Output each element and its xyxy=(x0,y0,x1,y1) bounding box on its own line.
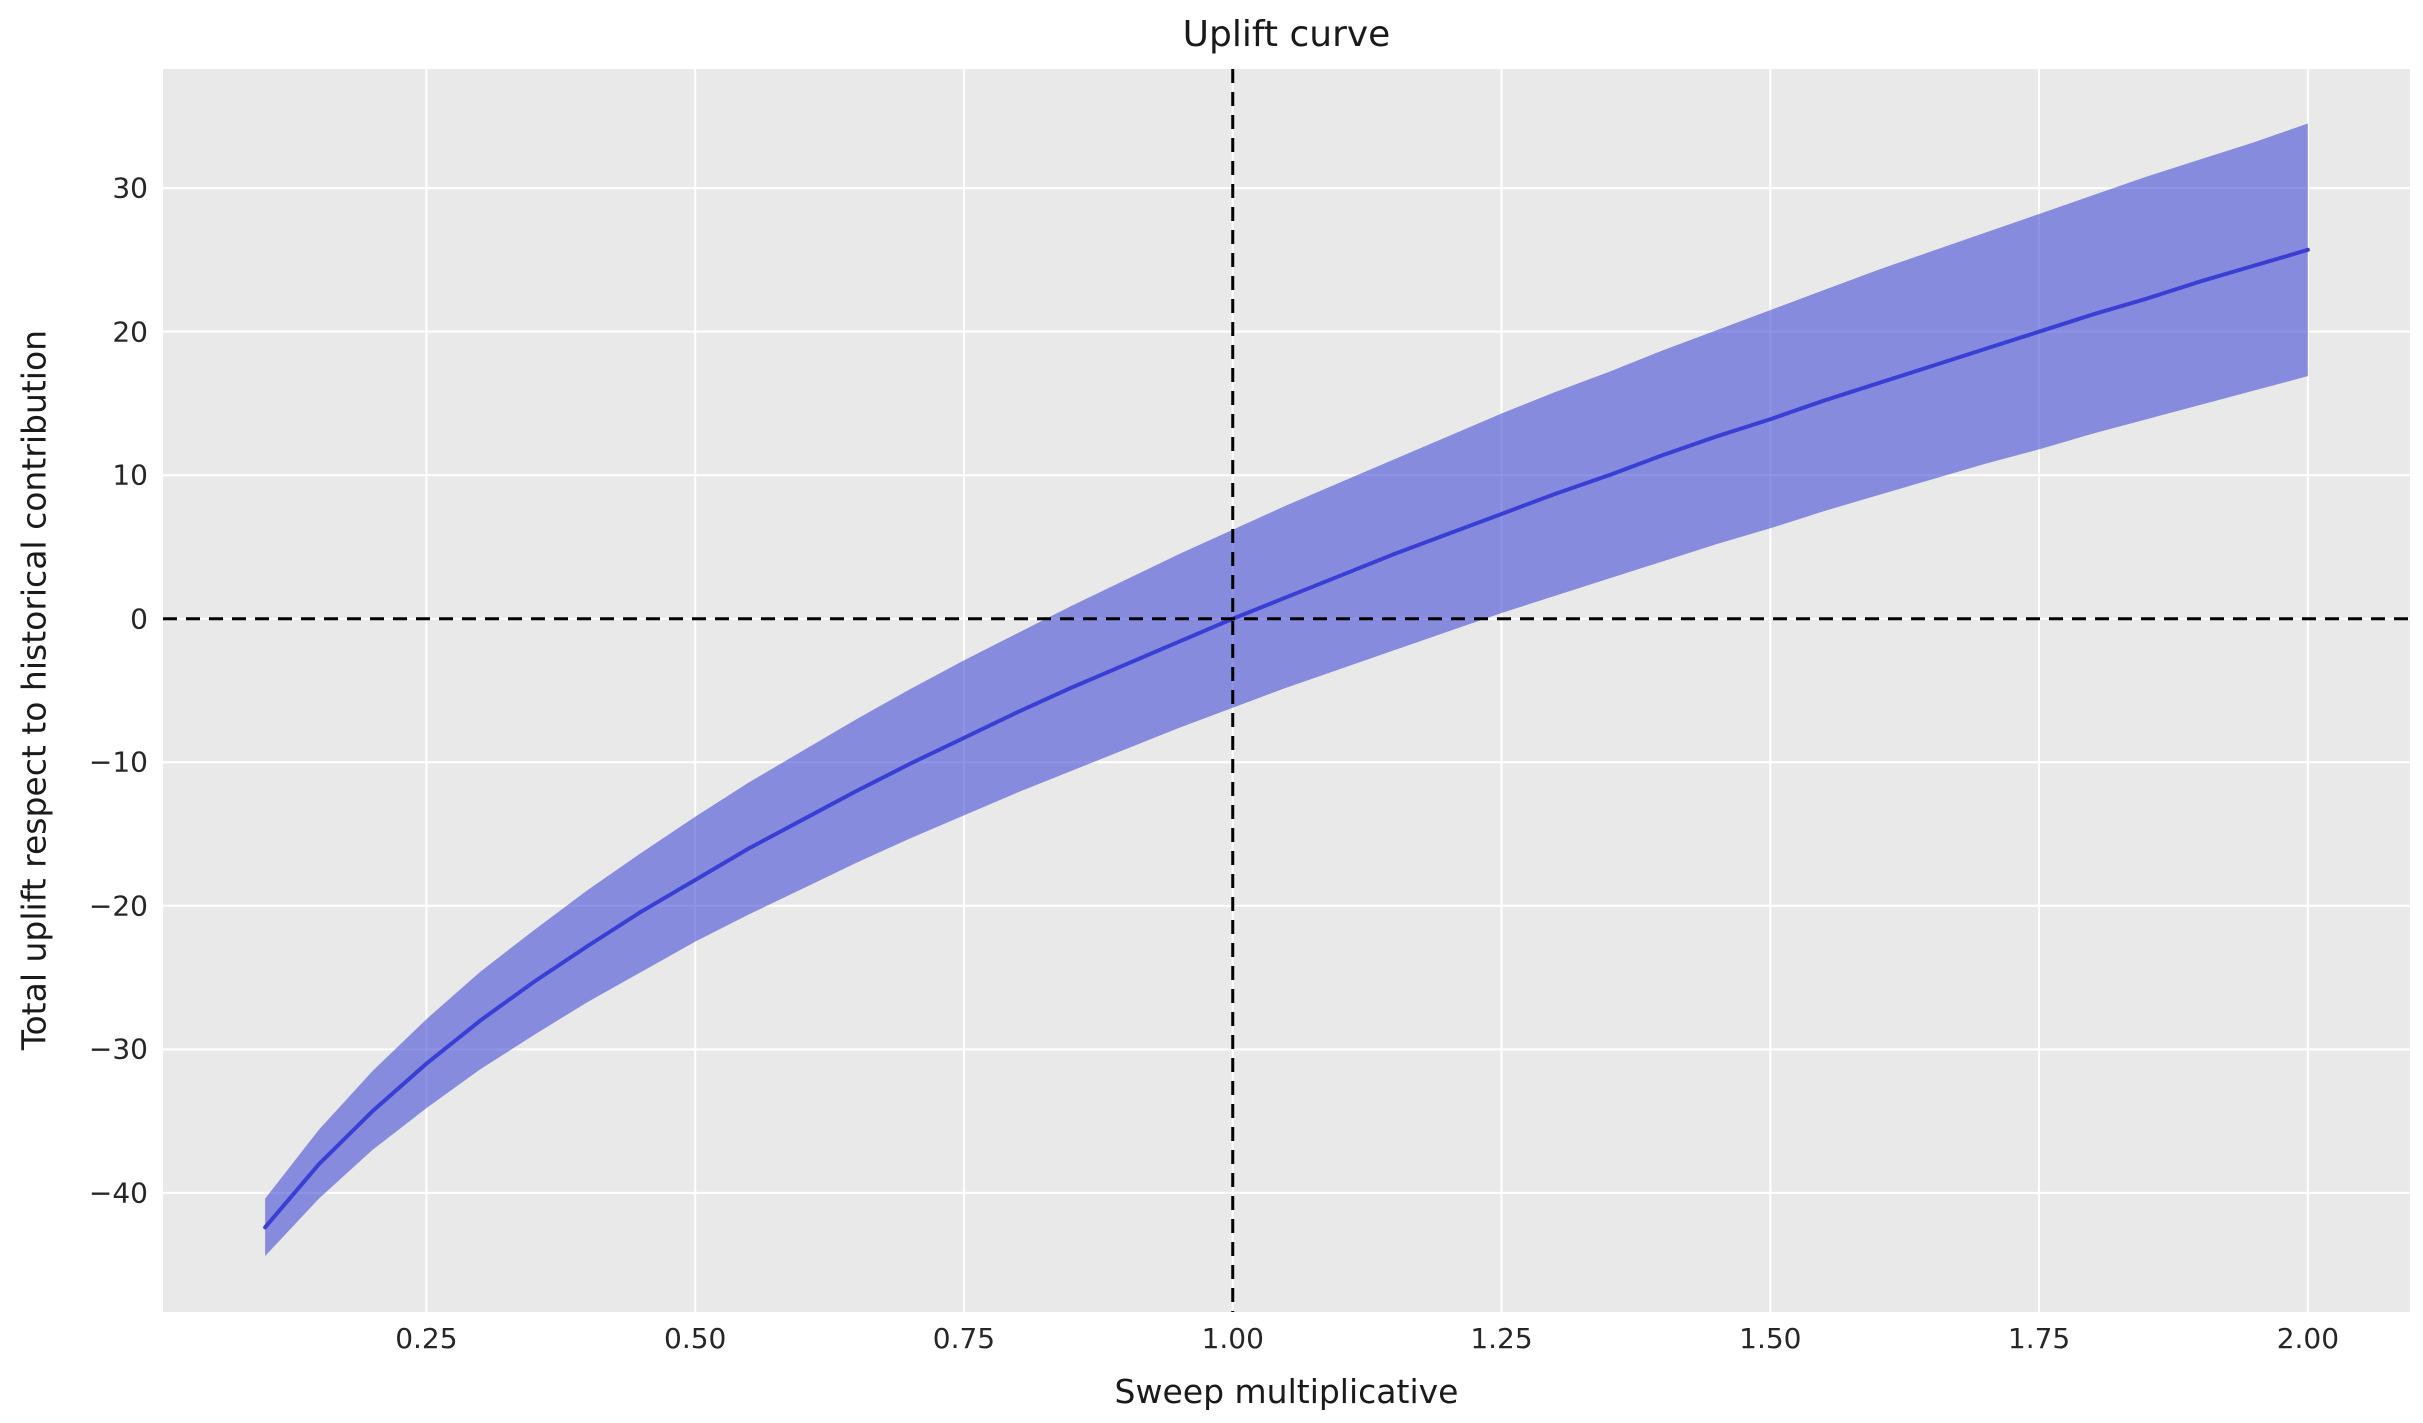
chart-title: Uplift curve xyxy=(1182,14,1391,55)
x-axis-label: Sweep multiplicative xyxy=(1114,1372,1459,1411)
uplift-mean-line xyxy=(263,247,2310,1230)
plot-area xyxy=(163,69,2410,1312)
x-tick-label: 1.00 xyxy=(1201,1322,1264,1355)
x-tick-label: 0.75 xyxy=(932,1322,996,1355)
y-tick-label: −40 xyxy=(88,1176,148,1210)
y-axis-label: Total uplift respect to historical contr… xyxy=(14,329,54,1051)
x-tick-label: 1.75 xyxy=(2007,1322,2071,1355)
x-tick-label: 0.50 xyxy=(664,1322,727,1355)
y-tick-label: 30 xyxy=(112,171,148,205)
x-tick-label: 1.25 xyxy=(1470,1322,1533,1355)
plot-canvas xyxy=(163,69,2410,1312)
x-tick-label: 1.50 xyxy=(1739,1322,1802,1355)
x-tick-label: 0.25 xyxy=(395,1322,458,1355)
confidence-band xyxy=(265,123,2308,1257)
x-tick-label: 2.00 xyxy=(2276,1322,2340,1355)
